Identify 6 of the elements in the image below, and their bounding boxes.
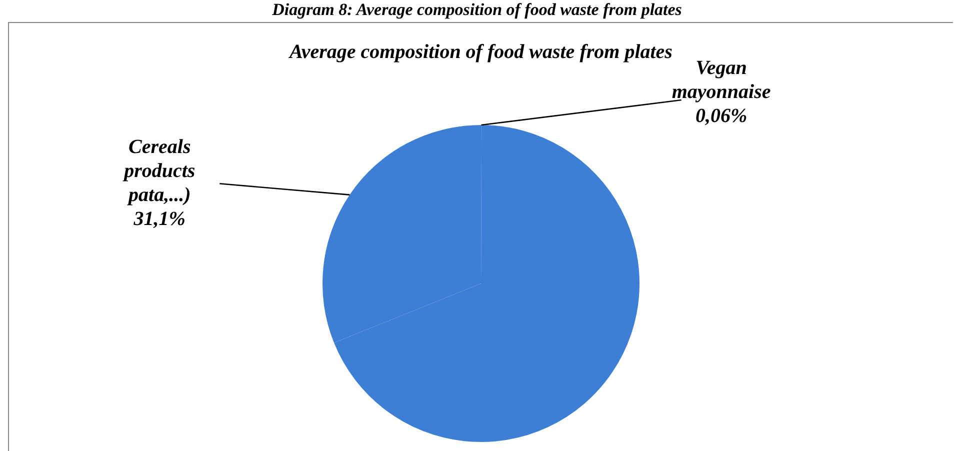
data-label: 31,1% (132, 208, 186, 230)
slice-label: Cereals products pata,...) (122, 136, 196, 206)
slice-label: Vegan mayonnaise (672, 56, 771, 103)
chart-subtitle: Average composition of food waste from plates (288, 41, 673, 64)
chart-title: Diagram 8: Average composition of food waste from plates (271, 0, 683, 20)
data-label: 0,06% (695, 104, 748, 127)
